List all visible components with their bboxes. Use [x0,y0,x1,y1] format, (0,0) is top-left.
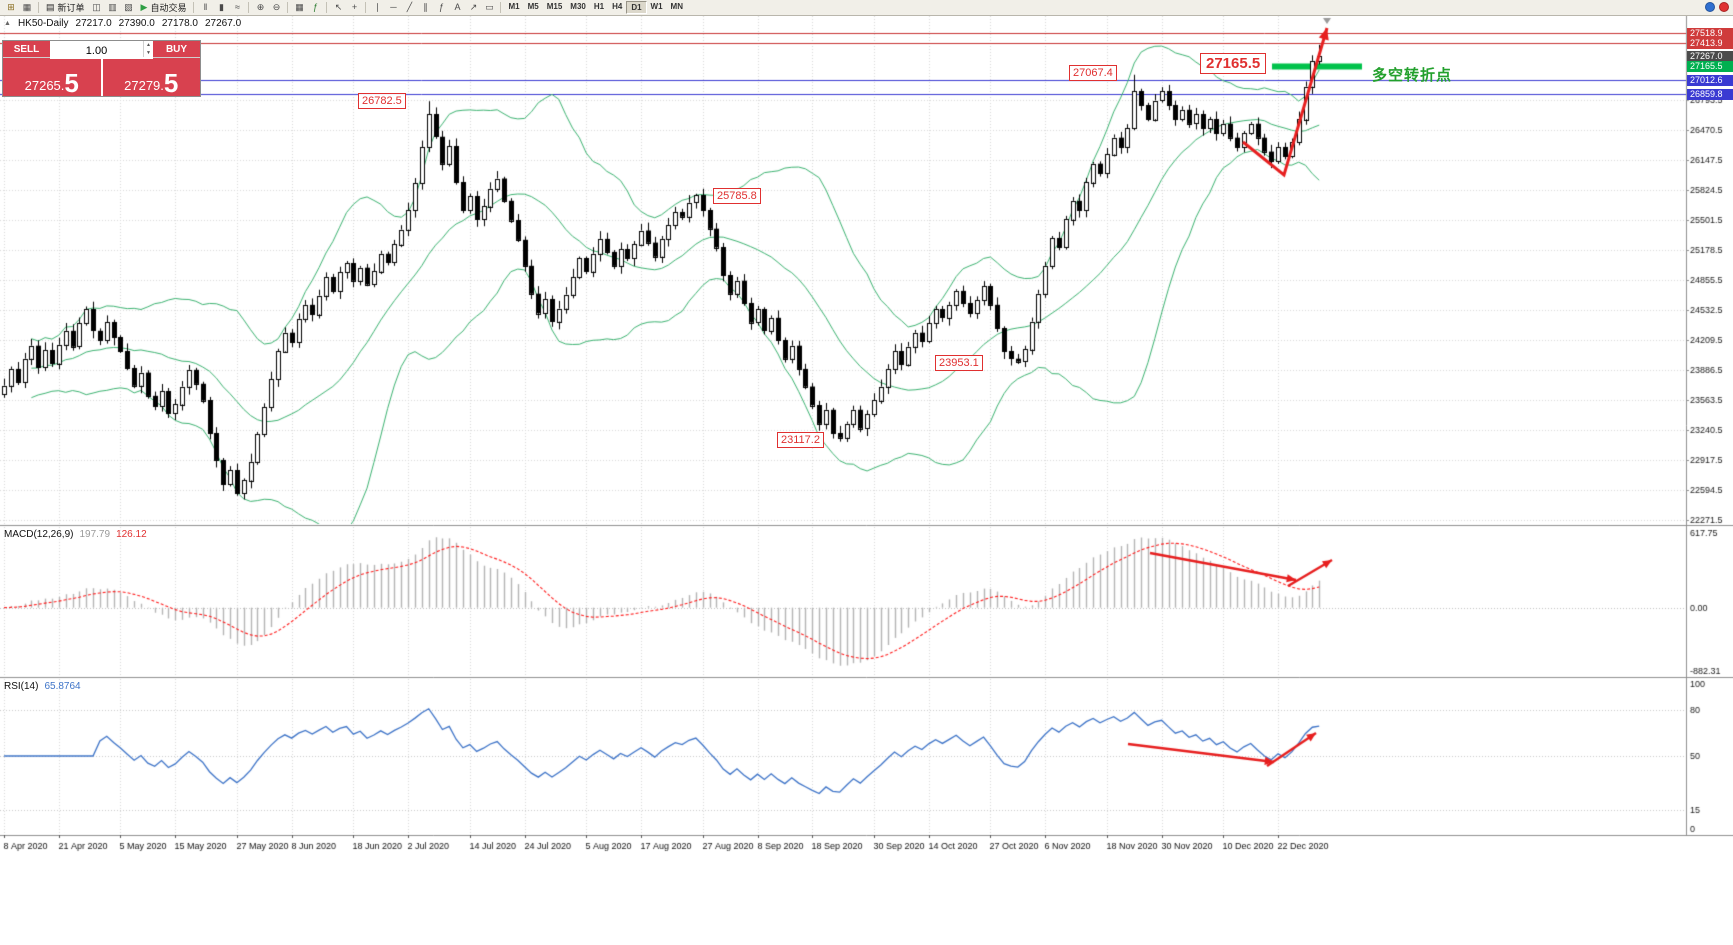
macd-signal-value: 126.12 [116,529,147,540]
price-scale-tag: 27267.0 [1687,51,1733,63]
volume-box: ▲ ▼ [50,41,153,59]
price-annotation: 23117.2 [777,432,824,448]
bid-price-big: 5 [64,67,79,98]
one-click-trade-panel: SELL ▲ ▼ BUY 27265. 5 27279. 5 [2,40,201,97]
chart-title: ▲ HK50-Daily 27217.0 27390.0 27178.0 272… [4,18,241,29]
shapes-icon[interactable]: ▭ [485,2,494,12]
turning-point-note: 多空转折点 [1372,67,1453,84]
ohlc-low: 27178.0 [161,18,198,29]
crosshair-icon[interactable]: + [351,2,358,12]
symbol-period-label: HK50-Daily [17,18,69,29]
rsi-indicator-label: RSI(14) 65.8764 [4,681,81,692]
fibonacci-icon[interactable]: ƒ [438,2,444,12]
timeframe-m5[interactable]: M5 [527,2,539,11]
market-watch-icon[interactable]: ◫ [92,2,101,12]
ohlc-close: 27267.0 [204,18,242,29]
toolbar-separator [193,2,195,13]
new-order-button-icon: ▤ [46,2,55,12]
cursor-icon[interactable]: ↖ [334,2,343,12]
new-order-button[interactable]: ▤ 新订单 [42,1,89,14]
rsi-value: 65.8764 [44,681,81,692]
trendline-icon[interactable]: ╱ [406,2,413,12]
tile-windows-icon[interactable]: ▦ [295,2,304,12]
timeframe-h4[interactable]: H4 [612,2,623,11]
sell-price-panel[interactable]: 27265. 5 [3,58,101,96]
ask-price-main: 27279. [124,77,164,93]
volume-up-icon[interactable]: ▲ [146,42,151,48]
new-chart-icon[interactable]: ⊞ [7,2,15,12]
sell-button[interactable]: SELL [3,41,50,57]
line-chart-icon[interactable]: ≈ [234,2,240,12]
price-annotation: 23953.1 [935,355,983,371]
price-annotation: 25785.8 [713,188,761,204]
buy-price-panel[interactable]: 27279. 5 [102,58,200,98]
auto-trading-button-icon: ▶ [140,2,148,12]
indicators-icon[interactable]: ƒ [312,2,318,12]
chart-profiles-icon[interactable]: ▦ [22,2,32,12]
buy-button[interactable]: BUY [153,41,200,57]
timeframe-m30[interactable]: M30 [570,2,586,11]
price-chart-canvas[interactable] [0,16,1733,945]
ask-price-big: 5 [163,67,179,98]
volume-spinner: ▲ ▼ [143,41,153,57]
macd-name: MACD(12,26,9) [4,529,74,540]
arrows-tool-icon[interactable]: ↗ [469,2,478,12]
price-annotation: 26782.5 [358,93,406,109]
toolbar-separator [38,2,39,13]
price-scale-tag: 27012.6 [1687,74,1733,86]
auto-trading-button[interactable]: ▶ 自动交易 [137,1,191,14]
vertical-line-icon[interactable]: ∣ [375,2,380,12]
bid-price-main: 27265. [24,77,65,93]
volume-down-icon[interactable]: ▼ [146,50,151,56]
timeframe-w1[interactable]: W1 [650,2,663,11]
price-annotation: 27165.5 [1200,53,1267,74]
volume-input[interactable] [50,43,153,59]
timeframe-h1[interactable]: H1 [593,2,605,11]
alert-badge-icon[interactable] [1719,2,1729,12]
price-scale-tag: 27518.9 [1687,27,1733,39]
price-scale-tag: 27413.9 [1687,37,1733,49]
text-label-icon[interactable]: A [454,2,461,12]
macd-main-value: 197.79 [79,529,111,540]
toolbar-separator [287,2,289,13]
bar-chart-icon[interactable]: ‖ [203,2,208,12]
equidistant-channel-icon[interactable]: ∥ [423,2,428,12]
ohlc-high: 27390.0 [118,18,155,29]
zoom-out-icon[interactable]: ⊖ [272,2,281,12]
toolbar-separator [500,2,502,13]
toolbar-separator [365,2,367,13]
one-click-toggle-icon[interactable]: ▲ [4,20,11,27]
timeframe-m15[interactable]: M15 [546,2,563,11]
new-order-button-label: 新订单 [57,3,85,13]
price-scale-tag: 27165.5 [1687,60,1733,72]
ohlc-open: 27217.0 [75,18,112,29]
candlestick-chart-icon[interactable]: ▮ [218,2,224,12]
horizontal-line-icon[interactable]: ─ [390,2,397,12]
data-window-icon[interactable]: ▥ [108,2,117,12]
price-scale-tag: 26859.8 [1687,89,1733,101]
macd-indicator-label: MACD(12,26,9) 197.79 126.12 [4,529,147,540]
timeframe-d1[interactable]: D1 [626,1,647,14]
toolbar-separator [248,2,250,13]
auto-trading-button-label: 自动交易 [150,3,187,13]
news-icon[interactable] [1705,2,1715,12]
strategy-tester-icon[interactable]: ▧ [124,2,133,12]
timeframe-mn[interactable]: MN [670,2,683,11]
toolbar-right [1705,2,1729,12]
rsi-name: RSI(14) [4,681,39,692]
zoom-in-icon[interactable]: ⊕ [256,2,265,12]
price-annotation: 27067.4 [1069,65,1117,81]
toolbar: ⊞ ▦ ▤ 新订单 ◫ ▥ ▧ ▶ 自动交易 ‖ ▮ ≈ ⊕ ⊖ ▦ ƒ ↖ + ∣ ─ ╱ ∥ ƒ A ↗ ▭ M1 M5 M15 M3… [0,0,1733,16]
toolbar-separator [326,2,328,13]
timeframe-m1[interactable]: M1 [508,2,520,11]
